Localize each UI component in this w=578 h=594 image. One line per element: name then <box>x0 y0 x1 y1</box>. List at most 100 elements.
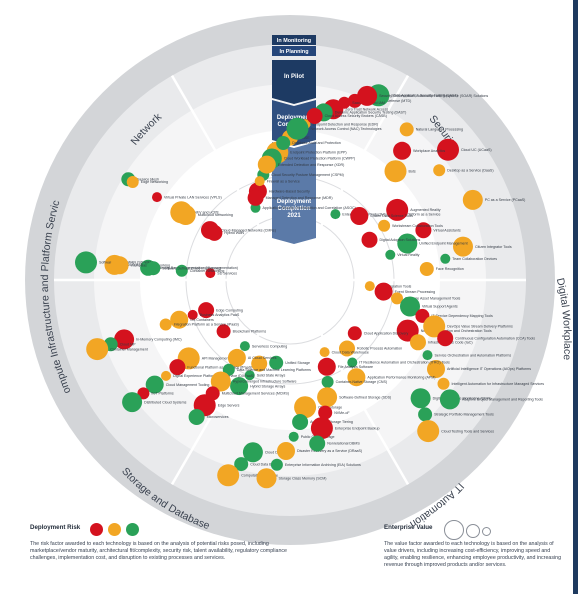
tech-item: OS Containers <box>170 310 214 329</box>
tech-item: Unified Endpoint Management <box>397 233 468 254</box>
tech-dot <box>159 318 172 331</box>
tech-item: Strategic Portfolio Management Tools <box>418 407 494 422</box>
tech-dot <box>206 224 223 241</box>
tech-dot <box>427 360 445 378</box>
tech-item: Digital Adoption Solutions <box>361 231 420 248</box>
tech-label: Serverless Computing <box>252 344 287 348</box>
tech-label: Virtual Support Agents <box>422 305 458 309</box>
tech-label: OS Containers <box>190 318 214 322</box>
tech-label: Cloud Workload Protection Platform (CWPP… <box>284 157 355 161</box>
tech-item: Robotic Process Automation <box>339 340 402 357</box>
tech-label: Disaster Recovery as a Service (DRaaS) <box>297 449 362 453</box>
tech-label: IT Service Dependency Mapping Tools <box>431 314 493 318</box>
tech-dot <box>439 389 460 410</box>
tech-label: Managed Detection and Response (MDR) <box>266 196 333 200</box>
tech-item: Cloud Management Tooling <box>145 375 209 394</box>
tech-label: Container-Native Storage (CNS) <box>336 380 388 384</box>
tech-label: Automated Storage Tiering <box>310 420 353 424</box>
tech-item: Integration Platform as a Service (iPaaS… <box>159 318 239 331</box>
tech-item: File Analysis Software <box>317 357 373 376</box>
tech-label: API Management PaaS <box>202 357 240 361</box>
band-planning-label: In Planning <box>279 49 308 55</box>
tech-dot <box>187 309 198 320</box>
tech-label: Zero Trust Network Access <box>345 107 388 111</box>
sector-divider <box>170 74 281 262</box>
risk-description: The risk factor awarded to each technolo… <box>30 541 287 561</box>
tech-label: Object Storage <box>318 405 342 409</box>
sector-title-digital-workplace: Digital Workplace <box>554 277 573 361</box>
tech-item: Continuous Configuration Automation (CCA… <box>437 330 535 347</box>
center-hub <box>268 258 312 302</box>
tech-label: NVMe-oF <box>334 411 350 415</box>
tech-label: Database Audit and Protection <box>292 141 341 145</box>
band-2021 <box>272 142 316 244</box>
tech-dot <box>317 387 338 408</box>
tech-dot <box>318 405 333 420</box>
tech-label: Edge Networking <box>141 180 168 184</box>
tech-item: Artificial Intelligence IT Operations (A… <box>427 360 531 378</box>
tech-item: Nonrelational DBMS <box>309 435 360 452</box>
tech-dot <box>330 209 341 220</box>
tech-dot <box>423 315 446 338</box>
tech-item: Cloud Data Warehouse <box>319 347 369 358</box>
value-title: Enterprise Value <box>384 524 433 531</box>
tech-label: Hybrid Storage Arrays <box>250 384 285 388</box>
tech-label: Augmented Reality <box>410 208 441 212</box>
tech-item: SD Services <box>205 268 237 279</box>
tech-label: Nonrelational DBMS <box>327 442 360 446</box>
tech-label: DevOps Value Stream Delivery Platforms <box>447 325 513 329</box>
tech-dot <box>175 205 196 225</box>
tech-dot <box>169 359 186 376</box>
tech-label: Static Application Security Testing (SAS… <box>391 94 457 98</box>
value-low-dot <box>482 527 491 536</box>
tech-label: Event Stream Processing <box>395 290 436 294</box>
tech-item: Cloud Data Backup <box>234 457 281 472</box>
tech-label: Workstream Collaboration Tools <box>392 224 443 228</box>
tech-dot <box>462 189 483 210</box>
tech-dot <box>137 387 150 400</box>
tech-dot <box>288 431 299 442</box>
sector-divider <box>170 298 281 486</box>
value-dots <box>444 514 504 540</box>
tech-item: Managed Detection and Response (MDR) <box>247 189 333 206</box>
risk-dots <box>90 523 139 536</box>
tech-item: Object Storage <box>294 396 342 419</box>
tech-dot <box>110 256 129 275</box>
tech-label: Hardware-Based Security <box>269 190 310 194</box>
tech-item: NVMe-oF <box>318 405 350 420</box>
tech-item: Blockchain Platforms <box>216 324 266 339</box>
tech-item: Digital Experience Monitoring (DEM) <box>410 388 491 409</box>
tech-item: Team Collaboration Devices <box>440 253 497 264</box>
tech-label: Strategic Portfolio Management Tools <box>434 413 494 417</box>
tech-item: Data Science and Machine Learning Platfo… <box>222 363 311 376</box>
tech-label: IT Resilience Automation and Orchestrati… <box>359 361 450 365</box>
tech-item: Serverless Computing <box>239 341 287 352</box>
sector-divider <box>299 74 410 262</box>
tech-label: Network Automation and Orchestration Too… <box>421 329 492 333</box>
tech-label: Virtual Private LAN Services (VPLS) <box>164 195 222 199</box>
sector-divider <box>299 298 410 486</box>
tech-item: Container Networking <box>175 264 224 277</box>
tech-dot <box>256 468 277 489</box>
tech-label: Functional Platform as a Service (fPaaS) <box>187 365 252 369</box>
tech-label: Cloud Data Backup <box>250 462 281 466</box>
tech-label: Firewall as a Service <box>267 179 300 183</box>
tech-item: In-Memory Computing (IMC) <box>114 329 182 350</box>
band-pilot <box>272 60 316 104</box>
band-pilot-label: In Pilot <box>284 74 304 80</box>
tech-item: Multicloud Networking <box>175 205 233 225</box>
tech-item: Application Performance Monitoring (APM) <box>347 368 436 387</box>
risk-high-dot <box>90 523 103 536</box>
tech-dot <box>251 355 268 372</box>
tech-item: Virtual Assistants <box>415 222 461 239</box>
tech-dot <box>277 442 295 460</box>
tech-item: AI Cloud Services <box>227 348 277 367</box>
tech-dot <box>347 357 358 368</box>
tech-item: Software Asset Management Tools <box>391 292 460 305</box>
tech-item: Container-Native Storage (CNS) <box>321 375 388 388</box>
tech-dot <box>254 176 265 187</box>
tech-item: Hybrid Storage Arrays <box>230 377 285 396</box>
tech-dot <box>75 251 97 274</box>
tech-dot <box>122 392 143 413</box>
tech-dot <box>319 347 330 358</box>
